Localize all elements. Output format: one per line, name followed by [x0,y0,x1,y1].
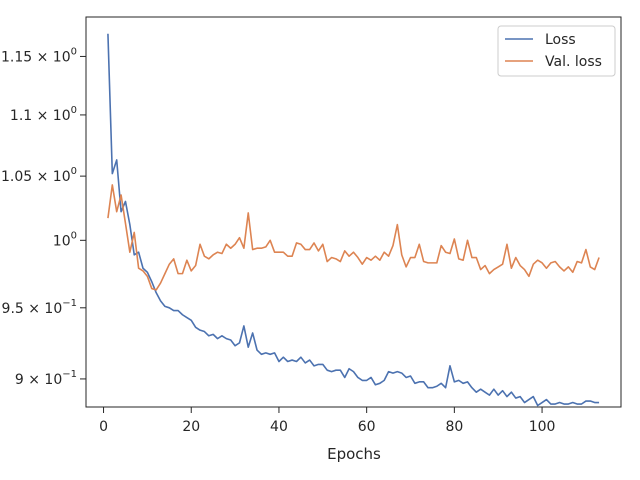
plot-area [85,16,622,408]
y-tick-label: 9 × 10−1 [15,369,77,388]
x-tick-label: 80 [445,419,463,435]
x-tick-label: 20 [182,419,200,435]
x-tick-label: 60 [358,419,376,435]
series-line-val-loss [107,184,600,291]
y-tick-label: 1.1 × 100 [10,105,77,124]
series-layer [107,33,600,407]
y-tick-label: 1.15 × 100 [1,46,77,65]
x-axis: 0 20 40 60 80 100 [99,407,555,435]
x-tick-label: 40 [270,419,288,435]
y-tick-label: 9.5 × 10−1 [2,298,77,317]
x-axis-title: Epochs [327,445,381,463]
legend-label-val-loss: Val. loss [545,54,602,70]
x-tick-label: 0 [99,419,108,435]
y-tick-label: 1.05 × 100 [1,166,77,185]
legend: Loss Val. loss [497,25,616,77]
y-axis: 9 × 10−1 9.5 × 10−1 100 1.05 × 100 1.1 × 100… [1,46,86,388]
x-tick-label: 100 [529,419,556,435]
y-tick-label: 100 [53,230,77,249]
legend-label-loss: Loss [545,32,576,48]
series-line-loss [107,33,600,407]
